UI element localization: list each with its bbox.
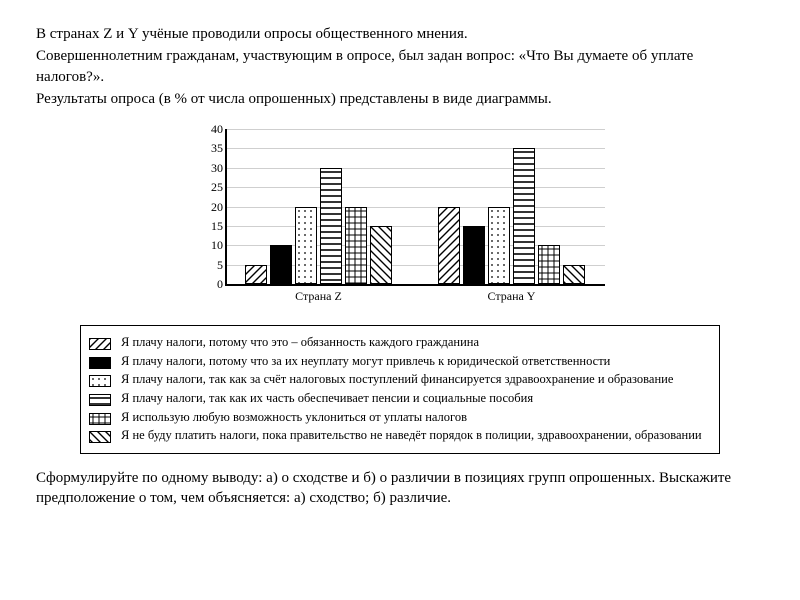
legend-label: Я плачу налоги, потому что это – обязанн…	[121, 335, 711, 351]
gridline	[227, 168, 605, 169]
legend-swatch	[89, 375, 111, 387]
intro-line-2: Совершеннолетним гражданам, участвующим …	[36, 46, 764, 87]
task-text: Сформулируйте по одному выводу: а) о схо…	[36, 468, 764, 509]
bar	[538, 245, 560, 284]
legend-label: Я плачу налоги, так как их часть обеспеч…	[121, 391, 711, 407]
y-tick-label: 5	[197, 257, 223, 273]
bar	[270, 245, 292, 284]
y-tick-label: 20	[197, 198, 223, 214]
gridline	[227, 207, 605, 208]
legend-item: Я не буду платить налоги, пока правитель…	[89, 428, 711, 444]
x-group-label: Страна Z	[259, 288, 379, 304]
legend-swatch	[89, 413, 111, 425]
legend-swatch	[89, 394, 111, 406]
legend-label: Я использую любую возможность уклониться…	[121, 410, 711, 426]
task-line-1: Сформулируйте по одному выводу: а) о схо…	[36, 468, 764, 509]
intro-text: В странах Z и Y учёные проводили опросы …	[36, 24, 764, 109]
gridline	[227, 148, 605, 149]
gridline	[227, 226, 605, 227]
y-tick-label: 35	[197, 140, 223, 156]
legend-label: Я плачу налоги, так как за счёт налоговы…	[121, 372, 711, 388]
legend: Я плачу налоги, потому что это – обязанн…	[80, 325, 720, 454]
legend-item: Я плачу налоги, так как их часть обеспеч…	[89, 391, 711, 407]
gridline	[227, 129, 605, 130]
chart-container: 0 5 10 15 20 25 30 35 40 Страна Z Страна Y	[189, 123, 611, 315]
bar	[488, 207, 510, 285]
bar-chart: 0 5 10 15 20 25 30 35 40 Страна Z Страна Y	[190, 124, 610, 314]
plot-area: 0510152025303540Страна ZСтрана Y	[225, 129, 605, 286]
bar	[563, 265, 585, 284]
y-tick-label: 10	[197, 237, 223, 253]
gridline	[227, 187, 605, 188]
legend-item: Я плачу налоги, потому что это – обязанн…	[89, 335, 711, 351]
x-group-label: Страна Y	[452, 288, 572, 304]
bar	[463, 226, 485, 284]
y-tick-label: 25	[197, 179, 223, 195]
y-tick-label: 0	[197, 276, 223, 292]
y-tick-label: 40	[197, 121, 223, 137]
legend-item: Я плачу налоги, так как за счёт налоговы…	[89, 372, 711, 388]
y-tick-label: 30	[197, 160, 223, 176]
legend-swatch	[89, 357, 111, 369]
y-tick-label: 15	[197, 218, 223, 234]
intro-line-3: Результаты опроса (в % от числа опрошенн…	[36, 89, 764, 109]
legend-swatch	[89, 338, 111, 350]
bar	[345, 207, 367, 285]
legend-swatch	[89, 431, 111, 443]
legend-item: Я плачу налоги, потому что за их неуплат…	[89, 354, 711, 370]
bar	[245, 265, 267, 284]
legend-label: Я не буду платить налоги, пока правитель…	[121, 428, 711, 444]
legend-item: Я использую любую возможность уклониться…	[89, 410, 711, 426]
bar	[513, 148, 535, 284]
bar	[320, 168, 342, 284]
bar	[370, 226, 392, 284]
bar	[295, 207, 317, 285]
intro-line-1: В странах Z и Y учёные проводили опросы …	[36, 24, 764, 44]
legend-label: Я плачу налоги, потому что за их неуплат…	[121, 354, 711, 370]
bar	[438, 207, 460, 285]
